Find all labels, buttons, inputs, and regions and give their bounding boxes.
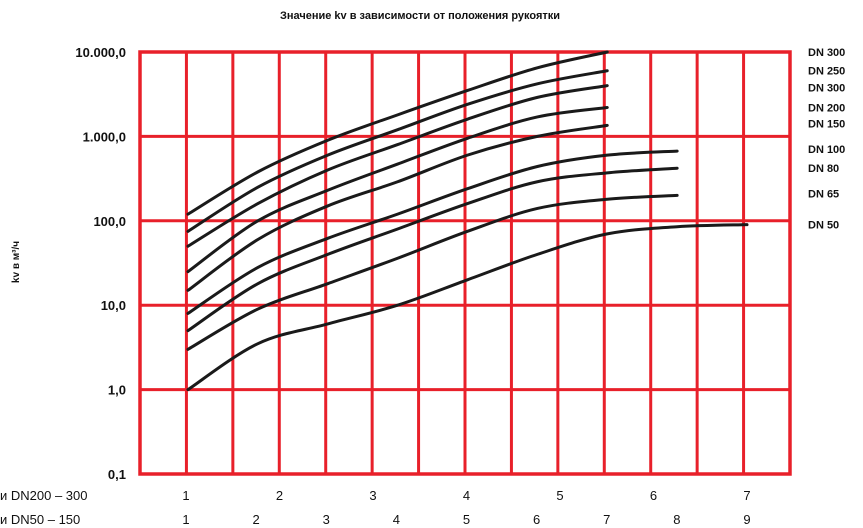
x-axis-ticks: и DN200 – 300 1 2 3 4 5 6 7 и DN50 – 150 1 2 3 4 5 6 7 8… (0, 488, 751, 527)
x-tick-label: 3 (323, 512, 330, 527)
x-tick-label: 1 (182, 488, 189, 503)
y-tick-label: 10,0 (101, 298, 126, 313)
y-tick-label: 1.000,0 (83, 129, 126, 144)
chart-series (186, 50, 749, 392)
series-line-6 (186, 166, 679, 333)
series-label: DN 100 (808, 144, 845, 156)
x-tick-label: 9 (743, 512, 750, 527)
x-tick-label: 5 (556, 488, 563, 503)
y-tick-label: 100,0 (93, 214, 126, 229)
x-tick-label: 8 (673, 512, 680, 527)
x-tick-label: 5 (463, 512, 470, 527)
series-line-1 (186, 69, 609, 233)
y-axis-ticks: 0,1 1,0 10,0 100,0 1.000,0 10.000,0 (75, 45, 126, 482)
series-label: DN 300 (808, 83, 845, 95)
x-tick-label: 4 (393, 512, 400, 527)
plot-border (138, 50, 792, 476)
series-legend: DN 300 DN 250 DN 300 DN 200 DN 150 DN 100 DN 8… (808, 47, 845, 232)
y-tick-label: 0,1 (108, 467, 126, 482)
series-label: DN 80 (808, 163, 839, 175)
x-tick-label: 7 (743, 488, 750, 503)
series-label: DN 250 (808, 66, 845, 78)
series-line-8 (186, 223, 749, 392)
series-label: DN 300 (808, 47, 845, 59)
series-line-5 (186, 149, 679, 315)
x-tick-label: 6 (533, 512, 540, 527)
x-tick-label: 6 (650, 488, 657, 503)
chart-grid (138, 50, 792, 476)
series-label: DN 150 (808, 118, 845, 130)
x-tick-label: 1 (182, 512, 189, 527)
series-line-7 (186, 193, 679, 351)
series-line-0 (186, 50, 609, 216)
x-axis-row-label: и DN200 – 300 (0, 488, 87, 503)
x-tick-label: 7 (603, 512, 610, 527)
series-label: DN 50 (808, 220, 839, 232)
x-axis-row-label: и DN50 – 150 (0, 512, 80, 527)
y-tick-label: 10.000,0 (75, 45, 126, 60)
series-line-3 (186, 106, 609, 274)
x-tick-label: 2 (276, 488, 283, 503)
series-line-4 (186, 123, 609, 292)
chart-title: Значение kv в зависимости от положения р… (280, 10, 560, 22)
y-tick-label: 1,0 (108, 383, 126, 398)
x-tick-label: 3 (369, 488, 376, 503)
y-axis-label: kv в м³/ч (11, 241, 22, 283)
series-line-2 (186, 84, 609, 248)
series-label: DN 65 (808, 188, 839, 200)
x-tick-label: 4 (463, 488, 470, 503)
series-label: DN 200 (808, 102, 845, 114)
x-tick-label: 2 (253, 512, 260, 527)
